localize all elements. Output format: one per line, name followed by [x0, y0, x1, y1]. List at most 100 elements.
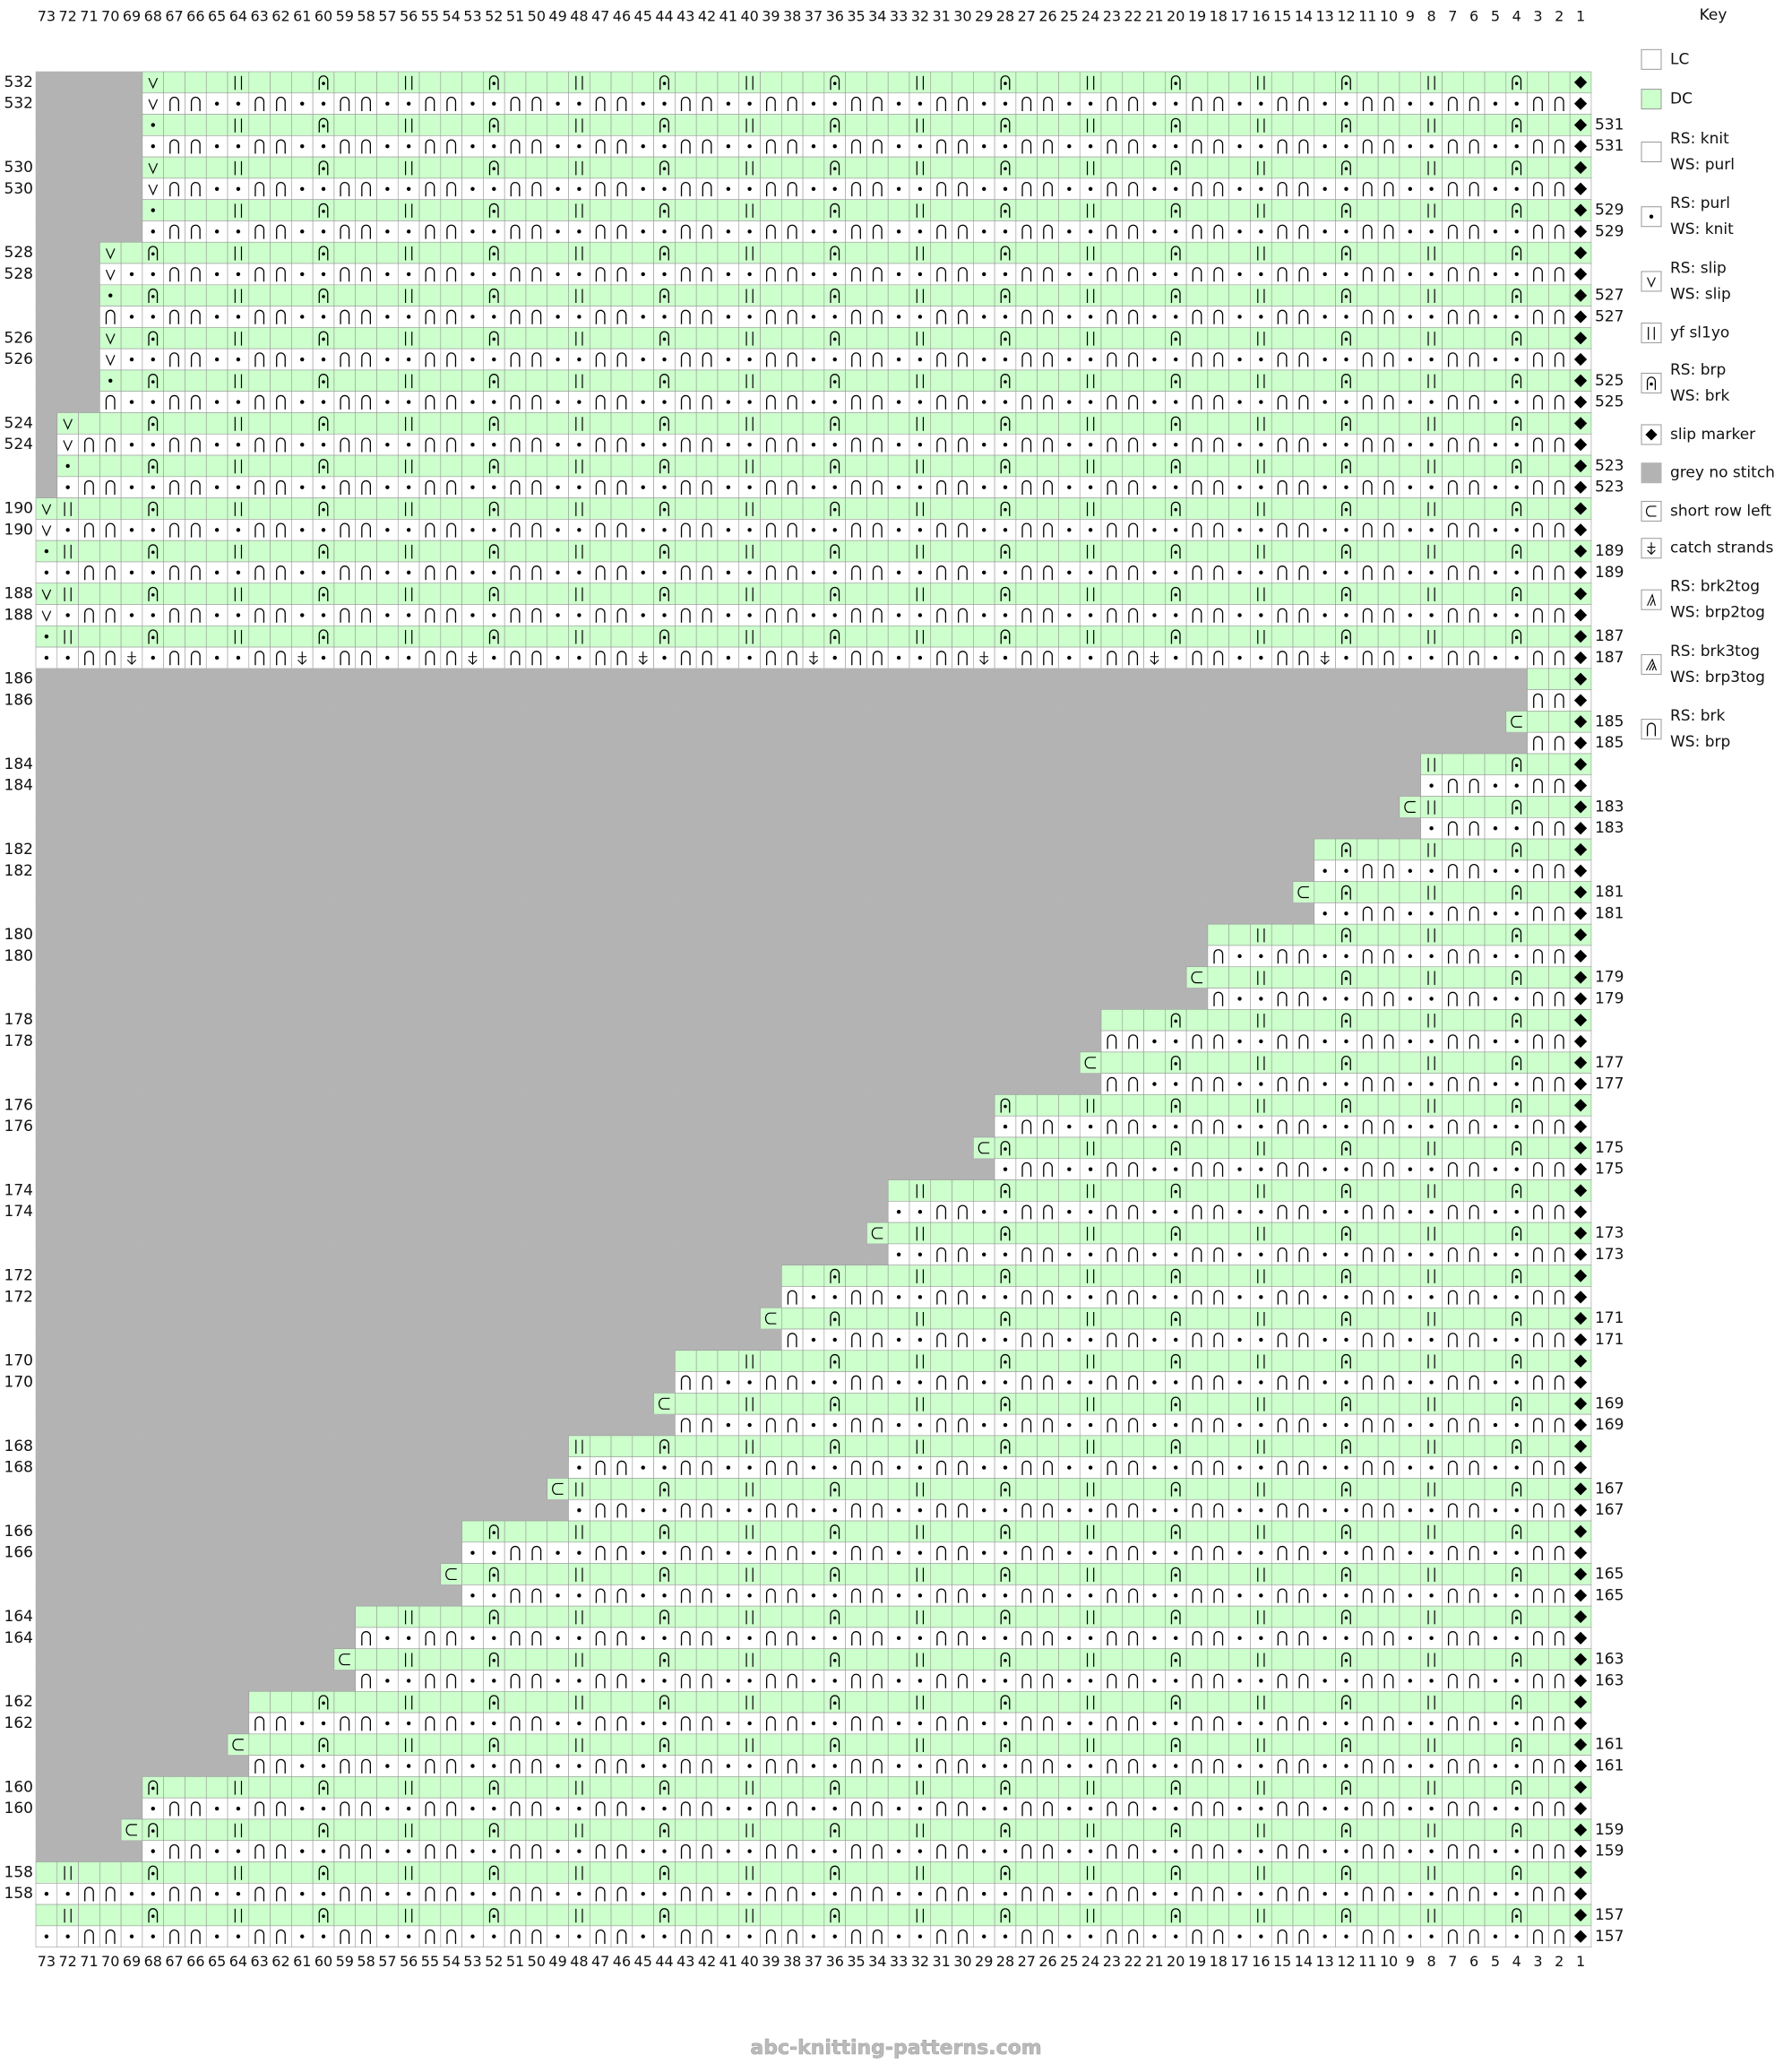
stitch-cell: [291, 284, 314, 306]
stitch-cell: [355, 156, 377, 179]
no-stitch: [355, 881, 377, 903]
brk-arch: [190, 224, 201, 239]
stitch-cell: [866, 156, 889, 179]
stitch-cell: [952, 114, 974, 136]
stitch-cell: [1462, 497, 1486, 520]
stitch-cell: [909, 284, 932, 306]
no-stitch: [248, 731, 271, 755]
purl-dot: [1322, 315, 1327, 319]
stitch-cell: [185, 199, 207, 221]
stitch-cell: [610, 476, 633, 498]
no-stitch: [1100, 881, 1124, 903]
no-stitch: [1250, 902, 1272, 925]
brk-arch: [958, 182, 968, 197]
stitch-cell: [845, 561, 867, 584]
stitch-cell: [248, 156, 271, 179]
purl-dot: [214, 485, 220, 489]
no-stitch: [1292, 753, 1315, 776]
stitch-cell: [418, 454, 442, 478]
purl-dot: [896, 400, 901, 404]
no-stitch: [78, 731, 100, 755]
brk-arch: [851, 224, 861, 239]
stitch-cell: [504, 476, 527, 498]
stitch-cell: [1185, 561, 1209, 584]
stitch-cell: [1015, 476, 1038, 498]
no-stitch: [248, 668, 271, 690]
stitch-cell: [1399, 284, 1422, 306]
purl-dot: [1259, 400, 1263, 404]
stitch-cell: [227, 625, 250, 648]
no-stitch: [142, 902, 164, 925]
purl-dot: [918, 485, 923, 489]
brp-dot: [1344, 977, 1348, 980]
stitch-cell: [1314, 327, 1336, 350]
no-stitch: [1250, 668, 1272, 690]
brk-arch: [1362, 182, 1373, 197]
no-stitch: [99, 1073, 122, 1095]
brk-arch: [936, 309, 947, 324]
brp-dot: [151, 252, 155, 256]
stitch-cell: [1420, 753, 1443, 776]
no-stitch: [35, 774, 58, 797]
purl-dot: [151, 400, 155, 404]
no-stitch: [1037, 1051, 1059, 1074]
no-stitch: [483, 859, 505, 882]
stitch-cell: [1314, 369, 1336, 393]
stitch-cell: [952, 220, 974, 243]
stitch-cell: [78, 519, 100, 541]
stitch-cell: [930, 220, 952, 243]
brp-dot: [1344, 465, 1348, 469]
no-stitch: [397, 988, 420, 1010]
stitch-cell: [1015, 625, 1038, 648]
no-stitch: [142, 1073, 164, 1095]
stitch-cell: [1015, 135, 1038, 158]
no-stitch: [185, 753, 207, 776]
no-stitch: [866, 1051, 889, 1074]
purl-dot: [151, 570, 155, 575]
stitch-cell: [1527, 433, 1549, 456]
no-stitch: [120, 838, 143, 861]
stitch-cell: [185, 540, 207, 563]
no-stitch: [291, 923, 314, 946]
no-stitch: [483, 816, 505, 840]
stitch-cell: [1357, 923, 1379, 946]
no-stitch: [355, 902, 377, 925]
no-stitch: [227, 988, 250, 1010]
stitch-cell: [163, 71, 185, 94]
stitch-cell: [802, 454, 825, 478]
stitch-cell: [675, 412, 697, 435]
purl-dot: [236, 528, 241, 532]
stitch-cell: [1207, 1009, 1229, 1032]
stitch-cell: [675, 135, 697, 158]
stitch-cell: [333, 177, 357, 200]
stitch-cell: [227, 241, 250, 264]
stitch-cell: [461, 625, 484, 648]
no-stitch: [1442, 668, 1464, 690]
no-stitch: [270, 668, 292, 690]
purl-dot: [321, 655, 326, 660]
brk-arch: [1213, 224, 1224, 239]
stitch-cell: [1207, 71, 1229, 94]
brk-arch: [1533, 182, 1543, 197]
brk-arch: [531, 309, 542, 324]
no-stitch: [461, 902, 484, 925]
brk-arch: [616, 224, 627, 239]
no-stitch: [440, 881, 462, 903]
no-stitch: [717, 1030, 740, 1053]
stitch-cell: [1462, 241, 1486, 264]
no-stitch: [994, 945, 1017, 968]
purl-dot: [1408, 954, 1413, 959]
no-stitch: [866, 881, 889, 903]
yf-sl1yo: [404, 289, 413, 304]
no-stitch: [1143, 774, 1166, 797]
no-stitch: [1377, 668, 1400, 690]
stitch-cell: [1058, 540, 1081, 563]
stitch-cell: [504, 519, 527, 541]
no-stitch: [632, 1009, 654, 1032]
stitch-cell: [1037, 583, 1059, 605]
no-stitch: [355, 1030, 377, 1053]
purl-dot: [556, 485, 560, 489]
stitch-cell: [695, 476, 719, 498]
no-stitch: [120, 1009, 143, 1032]
no-stitch: [780, 774, 804, 797]
